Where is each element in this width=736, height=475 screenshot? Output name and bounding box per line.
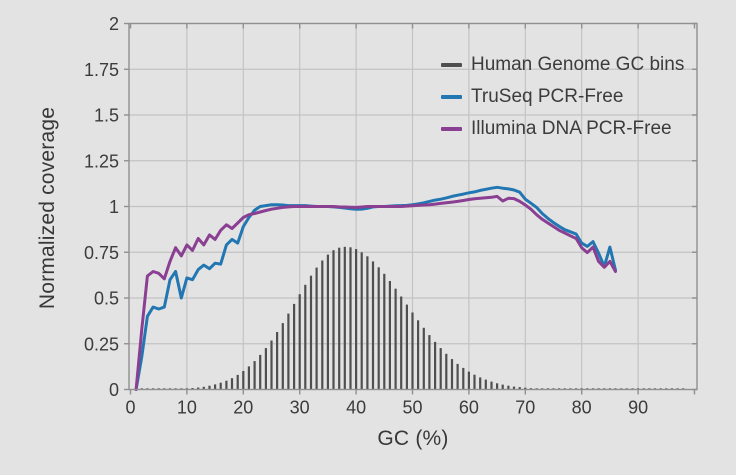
svg-text:1.25: 1.25 (84, 151, 119, 171)
genome-bins-swatch-icon (441, 63, 462, 67)
bars-0 (135, 246, 685, 390)
legend-item-truseq: TruSeq PCR-Free (441, 81, 684, 113)
svg-text:20: 20 (233, 398, 253, 418)
svg-text:50: 50 (402, 398, 422, 418)
line-1 (134, 185, 617, 391)
svg-text:1.5: 1.5 (94, 106, 119, 126)
svg-text:40: 40 (346, 398, 366, 418)
legend-item-illumina: Illumina DNA PCR-Free (441, 113, 684, 145)
ticks (124, 22, 697, 395)
svg-text:0: 0 (109, 380, 119, 400)
svg-text:60: 60 (459, 398, 479, 418)
legend-label-truseq: TruSeq PCR-Free (471, 86, 624, 107)
svg-text:0.75: 0.75 (84, 243, 119, 263)
svg-text:10: 10 (177, 398, 197, 418)
svg-text:0.25: 0.25 (84, 334, 119, 354)
illumina-swatch-icon (441, 127, 462, 131)
legend-item-genome-bins: Human Genome GC bins (441, 49, 684, 81)
svg-text:2: 2 (109, 14, 119, 34)
svg-text:0.5: 0.5 (94, 289, 119, 309)
x-axis-title: GC (%) (377, 427, 449, 450)
svg-text:1.75: 1.75 (84, 60, 119, 80)
legend-label-illumina: Illumina DNA PCR-Free (471, 118, 672, 139)
truseq-swatch-icon (441, 95, 462, 99)
svg-text:30: 30 (290, 398, 310, 418)
svg-text:90: 90 (628, 398, 648, 418)
svg-text:1: 1 (109, 197, 119, 217)
svg-text:0: 0 (125, 398, 135, 418)
svg-text:80: 80 (572, 398, 592, 418)
y-axis-title: Normalized coverage (36, 106, 59, 310)
svg-text:70: 70 (515, 398, 535, 418)
legend: Human Genome GC bins TruSeq PCR-Free Ill… (441, 49, 684, 145)
tick-labels: 0 10 20 30 40 50 60 70 80 90 0 0.25 0.5 0.75 1 1.25 1.5 1… (84, 14, 648, 418)
legend-label-genome-bins: Human Genome GC bins (471, 54, 685, 75)
line-2 (134, 194, 617, 391)
